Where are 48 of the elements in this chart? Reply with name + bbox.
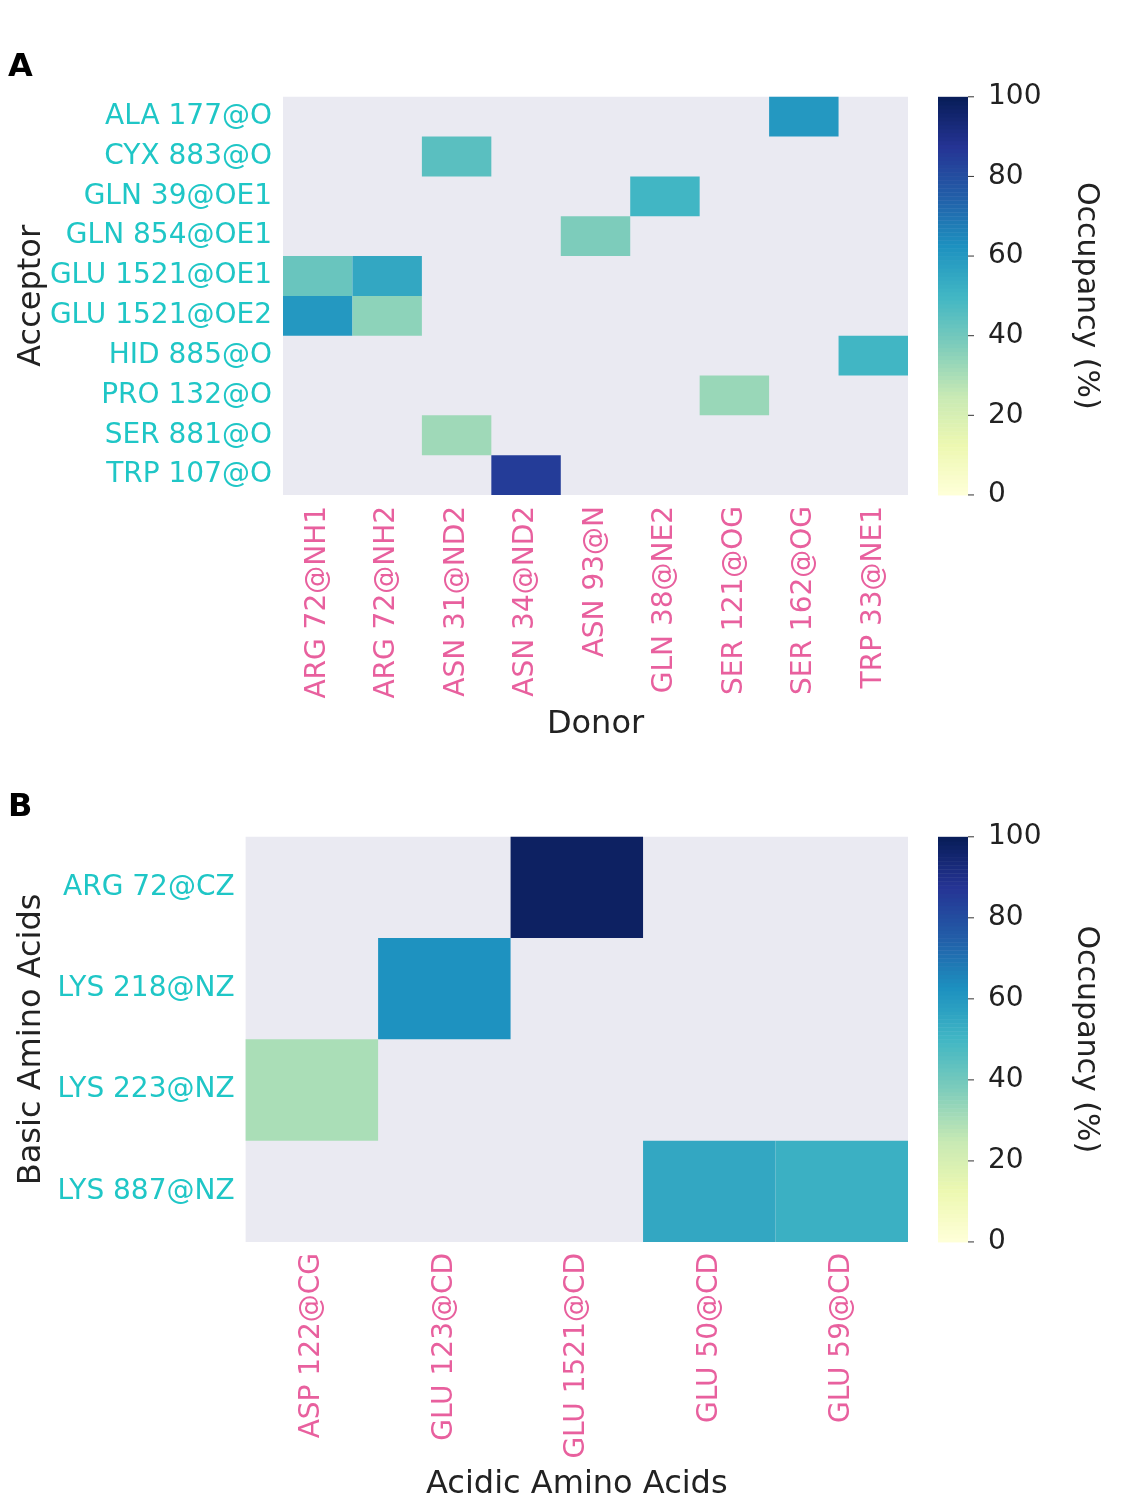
x-tick-label: GLU 123@CD — [425, 1252, 459, 1441]
y-tick-label: PRO 132@O — [101, 376, 272, 410]
x-tick-label: GLN 38@NE2 — [646, 505, 680, 694]
x-tick-label: GLU 59@CD — [823, 1252, 857, 1423]
y-tick-label: TRP 107@O — [105, 456, 272, 490]
x-tick-label: GLU 50@CD — [690, 1252, 724, 1423]
x-tick-label: ARG 72@NH2 — [368, 505, 402, 699]
y-tick-label: ARG 72@CZ — [63, 868, 235, 902]
x-tick-label: GLU 1521@CD — [558, 1252, 592, 1459]
x-tick-label: ARG 72@NH1 — [299, 505, 332, 699]
y-tick-label: GLU 1521@OE2 — [49, 297, 272, 331]
x-tick-label: TRP 33@NE1 — [854, 505, 888, 690]
x-tick-label: ASN 31@ND2 — [437, 505, 471, 697]
y-tick-label: LYS 218@NZ — [57, 970, 235, 1004]
y-tick-label: LYS 223@NZ — [57, 1071, 235, 1105]
y-axis-title: Acceptor — [9, 224, 48, 367]
color-bar-title: Occupancy (%) — [1071, 181, 1107, 410]
y-tick-label: GLN 854@OE1 — [65, 217, 272, 251]
color-bar-label: 80 — [988, 899, 1024, 933]
x-tick-label: SER 162@OG — [785, 505, 819, 695]
x-tick-label: ASN 34@ND2 — [507, 505, 541, 697]
color-bar-label: 60 — [988, 980, 1024, 1014]
text: A — [8, 45, 33, 84]
color-bar-label: 100 — [988, 78, 1042, 112]
color-bar-title: Occupancy (%) — [1071, 925, 1107, 1154]
y-tick-label: HID 885@O — [108, 336, 272, 370]
y-tick-label: LYS 887@NZ — [57, 1172, 235, 1206]
y-axis-title: Basic Amino Acids — [9, 893, 48, 1186]
color-bar-label: 20 — [988, 396, 1024, 430]
x-tick-label: SER 121@OG — [715, 505, 749, 695]
x-axis-title: Acidic Amino Acids — [426, 1463, 728, 1502]
color-bar-label: 80 — [988, 157, 1024, 191]
x-tick-label: ASN 93@N — [576, 505, 610, 658]
y-tick-label: ALA 177@O — [105, 97, 272, 131]
x-tick-label: ASP 122@CG — [293, 1252, 327, 1439]
color-bar-label: 20 — [988, 1142, 1024, 1176]
color-bar-label: 0 — [988, 476, 1006, 510]
color-bar-label: 100 — [988, 818, 1042, 852]
color-bar-label: 60 — [988, 237, 1024, 271]
y-tick-label: GLU 1521@OE1 — [49, 257, 272, 291]
y-tick-label: CYX 883@O — [104, 137, 272, 171]
color-bar-label: 40 — [988, 316, 1024, 350]
y-tick-label: GLN 39@OE1 — [83, 177, 272, 211]
chart-title: B — [8, 785, 33, 824]
x-axis-title: Donor — [546, 703, 645, 742]
color-bar-label: 40 — [988, 1061, 1024, 1095]
color-bar-label: 0 — [988, 1223, 1006, 1257]
y-tick-label: SER 881@O — [104, 416, 272, 450]
